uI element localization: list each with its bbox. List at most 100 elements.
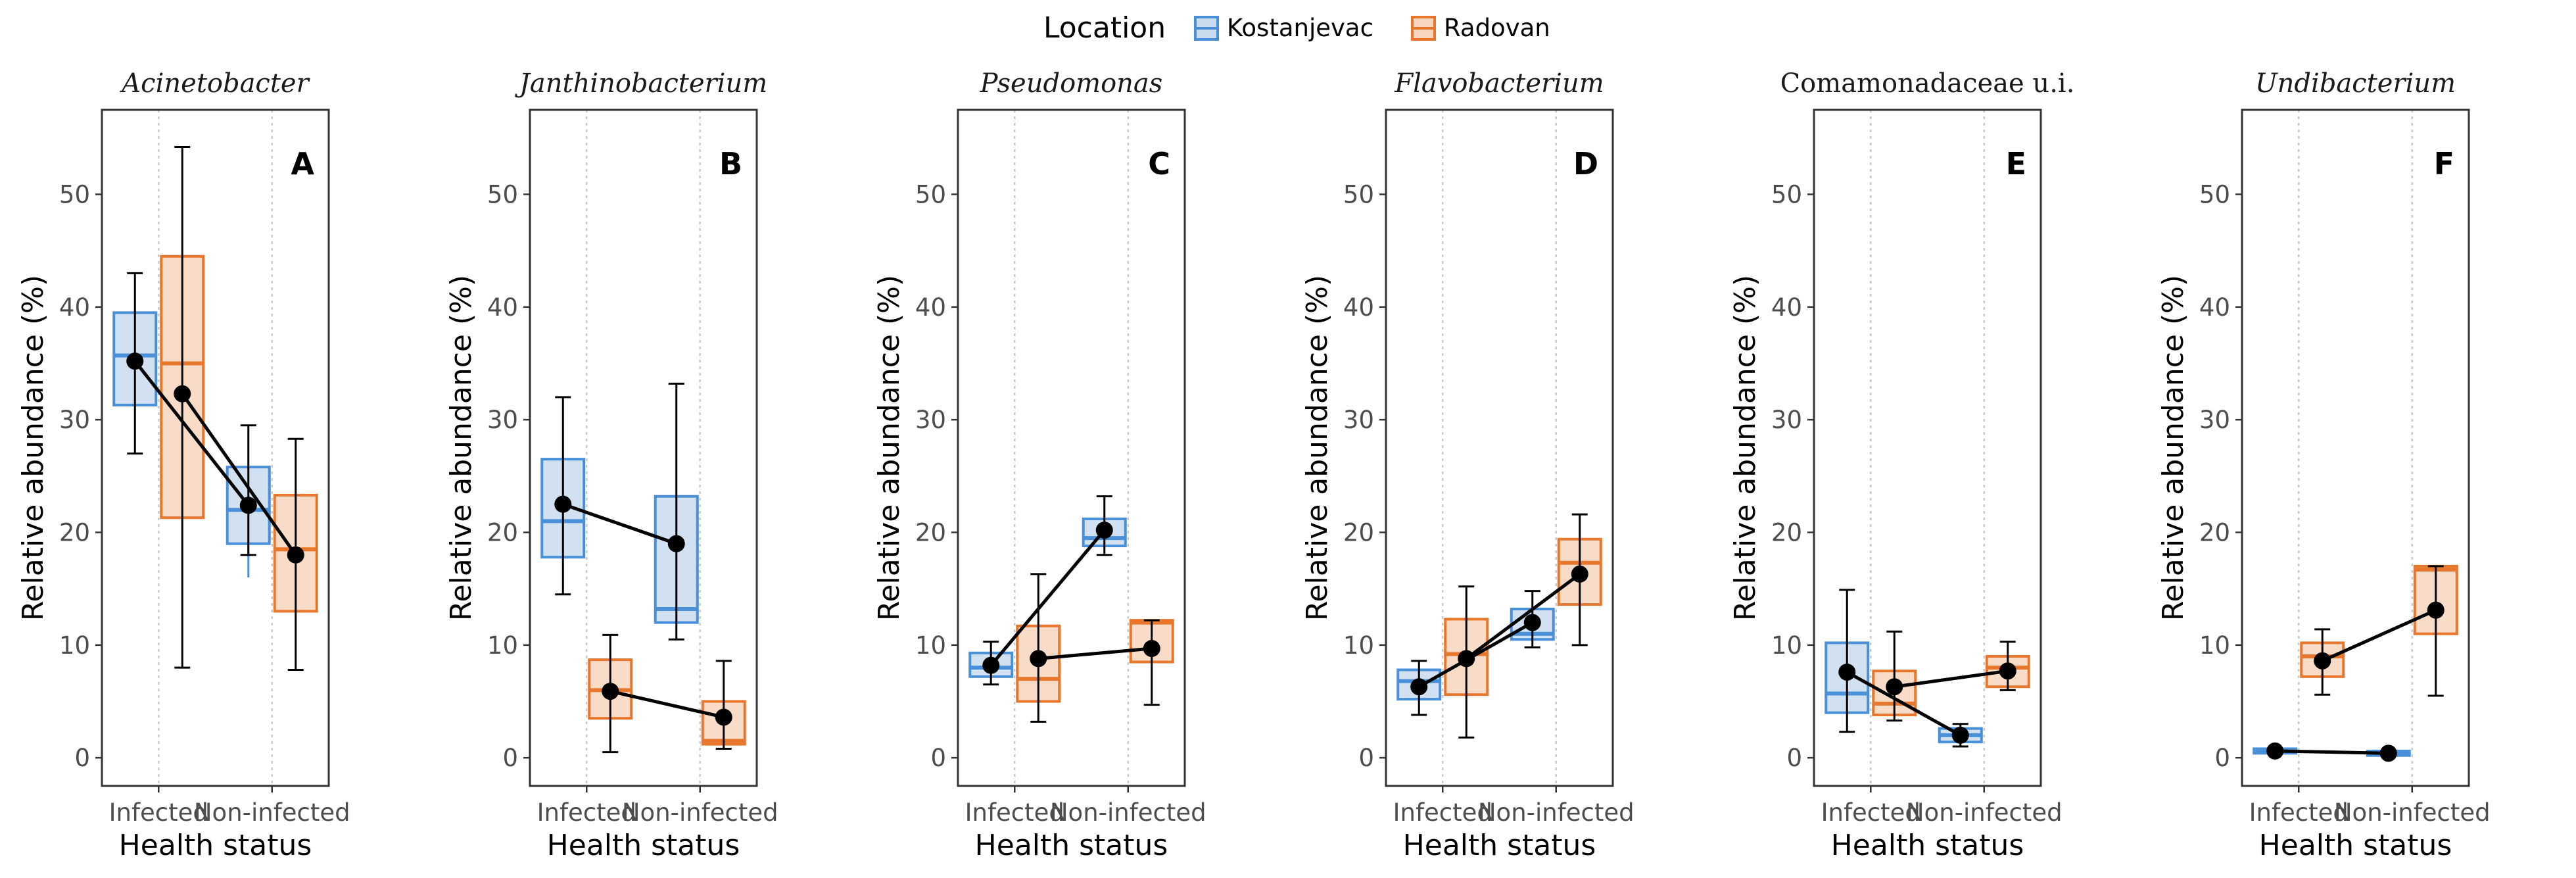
mean-point [174, 385, 191, 402]
x-axis-title: Health status [1403, 829, 1596, 862]
panel-title: Janthinobacterium [515, 68, 767, 99]
y-axis-title: Relative abundance (%) [444, 275, 478, 621]
mean-point [2427, 601, 2445, 619]
x-tick-label: Infected [1821, 798, 1920, 827]
mean-line-kostanjevac [1846, 670, 1961, 737]
x-axis-title: Health status [547, 829, 740, 862]
mean-point [1523, 614, 1541, 631]
y-axis-title: Relative abundance (%) [1300, 275, 1334, 621]
y-tick-label: 0 [74, 744, 90, 772]
panel-a: Acinetobacter 0 10 20 30 40 50 InfectedNon-infe… [16, 68, 350, 862]
mean-line-radovan [2322, 608, 2437, 663]
mean-line-kostanjevac [990, 529, 1106, 667]
x-tick-label: Infected [1393, 798, 1492, 827]
y-tick-label: 30 [915, 406, 946, 434]
mean-line-radovan [1465, 572, 1581, 660]
legend-title: Location [1043, 11, 1166, 45]
x-axis-title: Health status [119, 829, 312, 862]
panel-d: Flavobacterium 0 10 20 30 40 50 InfectedNon-inf… [1300, 68, 1634, 862]
y-axis-title: Relative abundance (%) [872, 275, 906, 621]
y-tick-label: 40 [59, 293, 90, 322]
y-tick-label: 50 [1343, 181, 1374, 209]
y-tick-label: 20 [59, 519, 90, 547]
y-tick-label: 30 [59, 406, 90, 434]
y-tick-label: 50 [915, 181, 946, 209]
mean-point [1951, 726, 1969, 744]
mean-point [126, 353, 144, 370]
x-axis-title: Health status [2259, 829, 2452, 862]
panel-letter: D [1573, 146, 1598, 182]
mean-point [2379, 744, 2397, 762]
mean-line-radovan [1038, 646, 1152, 660]
x-tick-label: Non-infected [194, 798, 350, 827]
x-tick-label: Non-infected [1478, 798, 1634, 827]
panel-title: Undibacterium [2255, 68, 2456, 99]
panel-b: Janthinobacterium 0 10 20 30 40 50 InfectedNon-… [444, 68, 778, 862]
mean-point [982, 656, 1000, 674]
mean-point [1030, 650, 1047, 668]
y-tick-label: 50 [487, 181, 518, 209]
y-tick-label: 30 [1343, 406, 1374, 434]
legend-label-kostanjevac: Kostanjevac [1227, 14, 1373, 42]
mean-point [554, 495, 572, 513]
y-tick-label: 10 [59, 631, 90, 660]
x-tick-label: Infected [2249, 798, 2349, 827]
mean-point [1143, 639, 1160, 657]
mean-point [1458, 650, 1475, 668]
panel-c: Pseudomonas 0 10 20 30 40 50 InfectedNon-infect… [872, 68, 1206, 862]
mean-line-kostanjevac [2275, 749, 2389, 755]
y-tick-label: 20 [1771, 519, 1802, 547]
panel-title: Comamonadaceae u.i. [1780, 68, 2075, 99]
x-tick-label: Non-infected [1906, 798, 2063, 827]
y-tick-label: 40 [2199, 293, 2230, 322]
x-tick-label: Infected [537, 798, 636, 827]
y-tick-label: 0 [1786, 744, 1802, 772]
x-axis-title: Health status [975, 829, 1168, 862]
mean-line-radovan [609, 689, 725, 719]
y-tick-label: 0 [2214, 744, 2230, 772]
panel-e: Comamonadaceae u.i. 0 10 20 30 40 50 InfectedNo… [1729, 68, 2074, 862]
panel-border [1813, 109, 2042, 787]
y-tick-label: 20 [487, 519, 518, 547]
plot-background [2242, 110, 2469, 786]
panel-letter: E [2006, 146, 2026, 182]
mean-point [1410, 678, 1428, 696]
y-tick-label: 20 [2199, 519, 2230, 547]
y-tick-label: 30 [1771, 406, 1802, 434]
plot-background [530, 110, 757, 786]
panel-letter: F [2434, 146, 2454, 182]
y-axis-title: Relative abundance (%) [1729, 275, 1762, 621]
y-tick-label: 10 [915, 631, 946, 660]
y-tick-label: 10 [487, 631, 518, 660]
mean-line-kostanjevac [562, 502, 677, 545]
panel-border [2241, 109, 2470, 787]
panel-border [957, 109, 1186, 787]
panel-letter: C [1148, 146, 1170, 182]
y-tick-label: 50 [1771, 181, 1802, 209]
y-axis-title: Relative abundance (%) [16, 275, 50, 621]
mean-point [2266, 742, 2284, 760]
mean-point [1886, 678, 1903, 696]
y-tick-label: 10 [2199, 631, 2230, 660]
mean-line-kostanjevac [133, 360, 250, 506]
y-tick-label: 10 [1771, 631, 1802, 660]
y-tick-label: 50 [2199, 181, 2230, 209]
panel-title: Flavobacterium [1394, 68, 1604, 99]
y-tick-label: 0 [1358, 744, 1374, 772]
y-axis-title: Relative abundance (%) [2157, 275, 2190, 621]
panel-border [101, 109, 330, 787]
y-tick-label: 40 [1771, 293, 1802, 322]
y-tick-label: 0 [930, 744, 946, 772]
mean-point [1999, 662, 2016, 680]
x-tick-label: Infected [965, 798, 1064, 827]
mean-point [239, 497, 257, 514]
y-tick-label: 30 [487, 406, 518, 434]
mean-point [287, 546, 304, 564]
panel-f: Undibacterium 0 10 20 30 40 50 InfectedNon-infe… [2157, 68, 2491, 862]
mean-point [2314, 652, 2331, 670]
x-tick-label: Non-infected [1050, 798, 1206, 827]
x-axis-title: Health status [1831, 829, 2024, 862]
mean-point [602, 683, 619, 700]
mean-point [715, 708, 732, 726]
